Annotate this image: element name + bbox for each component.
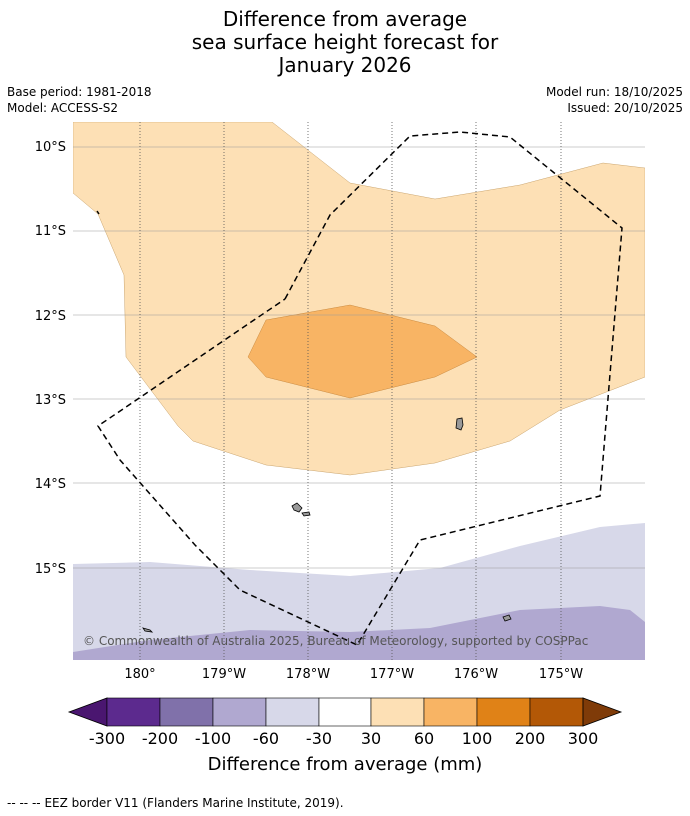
colorbar-segment: [476, 697, 531, 727]
colorbar-tick: -300: [89, 729, 125, 748]
colorbar-tick: 100: [462, 729, 493, 748]
colorbar-extension-high: [582, 697, 623, 727]
eez-border-stub: [96, 210, 100, 215]
colorbar-segment: [370, 697, 425, 727]
lat-label: 12°S: [35, 309, 66, 324]
colorbar-tick-labels: -300 -200 -100 -60 -30 30 60 100 200 300: [89, 729, 598, 748]
title-line-3: January 2026: [278, 53, 412, 77]
latitude-labels: 10°S 11°S 12°S 13°S 14°S 15°S: [35, 140, 66, 577]
footer-legend: -- -- -- EEZ border V11 (Flanders Marine…: [7, 796, 344, 810]
lon-label: 176°W: [454, 667, 498, 682]
lon-label: 175°W: [539, 667, 583, 682]
colorbar-tick: 60: [414, 729, 434, 748]
lat-label: 11°S: [35, 224, 66, 239]
colorbar-tick: -200: [142, 729, 178, 748]
longitude-labels: 180° 179°W 178°W 177°W 176°W 175°W: [124, 667, 583, 682]
colorbar-segment: [423, 697, 478, 727]
map-panel: © Commonwealth of Australia 2025, Bureau…: [73, 122, 645, 660]
chart-title: Difference from average sea surface heig…: [0, 8, 690, 77]
colorbar-title: Difference from average (mm): [208, 754, 483, 775]
colorbar-segment: [318, 697, 372, 727]
colorbar-extension-low: [67, 697, 108, 727]
lat-label: 14°S: [35, 477, 66, 492]
anomaly-60-100-region: [247, 304, 478, 399]
colorbar-segment: [106, 697, 161, 727]
island-vanua-levu-east: [291, 502, 303, 513]
anomaly-minus60-minus100-region: [73, 606, 645, 660]
anomaly-30-60-region: [73, 122, 645, 476]
issued-date: Issued: 20/10/2025: [567, 101, 683, 115]
colorbar-tick: -100: [195, 729, 231, 748]
title-line-1: Difference from average: [222, 7, 468, 31]
colorbar-tick: -30: [306, 729, 332, 748]
eez-legend-text: EEZ border V11 (Flanders Marine Institut…: [44, 796, 344, 810]
colorbar-tick: 200: [515, 729, 546, 748]
meta-right: Model run: 18/10/2025 Issued: 20/10/2025: [546, 84, 683, 116]
eez-border: [96, 131, 623, 646]
base-period: Base period: 1981-2018: [7, 85, 152, 99]
colorbar-tick: 30: [361, 729, 381, 748]
eez-dash-symbol: -- -- --: [7, 796, 45, 810]
colorbar-tick: -60: [253, 729, 279, 748]
island-south-east: [502, 614, 512, 622]
island-south-west: [142, 627, 154, 633]
island-rotuma: [455, 417, 464, 431]
title-line-2: sea surface height forecast for: [191, 30, 499, 54]
lat-label: 13°S: [35, 393, 66, 408]
lat-label: 15°S: [35, 562, 66, 577]
lat-label: 10°S: [35, 140, 66, 155]
colorbar-tick: 300: [568, 729, 599, 748]
lon-label: 180°: [124, 667, 155, 682]
meta-left: Base period: 1981-2018 Model: ACCESS-S2: [7, 84, 152, 116]
colorbar-segment: [212, 697, 267, 727]
colorbar-segment: [529, 697, 584, 727]
lon-label: 177°W: [370, 667, 414, 682]
lon-label: 178°W: [286, 667, 330, 682]
colorbar-segment: [159, 697, 214, 727]
gridlines: [73, 122, 645, 660]
island-small-east: [301, 511, 311, 517]
model-run: Model run: 18/10/2025: [545, 85, 683, 99]
colorbar: [67, 697, 623, 727]
model-name: Model: ACCESS-S2: [7, 101, 119, 115]
colorbar-segment: [265, 697, 320, 727]
copyright-notice: © Commonwealth of Australia 2025, Bureau…: [83, 634, 588, 648]
lon-label: 179°W: [202, 667, 246, 682]
